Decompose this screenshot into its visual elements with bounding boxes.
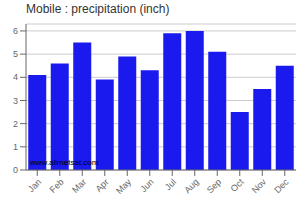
- svg-text:Sep: Sep: [205, 177, 223, 195]
- svg-text:Aug: Aug: [182, 177, 200, 195]
- svg-text:4: 4: [13, 72, 18, 82]
- html-text:www.allmetsat.com: www.allmetsat.com: [30, 158, 99, 167]
- svg-text:6: 6: [13, 26, 18, 36]
- html-text:Mobile : precipitation (inch): Mobile : precipitation (inch): [26, 2, 170, 16]
- svg-text:Jul: Jul: [163, 177, 178, 192]
- svg-text:0: 0: [13, 165, 18, 175]
- svg-text:May: May: [114, 177, 133, 196]
- svg-text:Oct: Oct: [229, 177, 246, 194]
- svg-text:3: 3: [13, 96, 18, 106]
- svg-text:Feb: Feb: [48, 177, 66, 195]
- svg-text:Jun: Jun: [138, 177, 155, 194]
- svg-text:Mar: Mar: [70, 177, 88, 195]
- svg-text:2: 2: [13, 119, 18, 129]
- svg-text:Apr: Apr: [94, 177, 111, 194]
- svg-text:5: 5: [13, 49, 18, 59]
- svg-text:Jan: Jan: [26, 177, 43, 194]
- svg-text:1: 1: [13, 142, 18, 152]
- svg-text:Dec: Dec: [272, 177, 291, 196]
- svg-text:Nov: Nov: [250, 177, 269, 196]
